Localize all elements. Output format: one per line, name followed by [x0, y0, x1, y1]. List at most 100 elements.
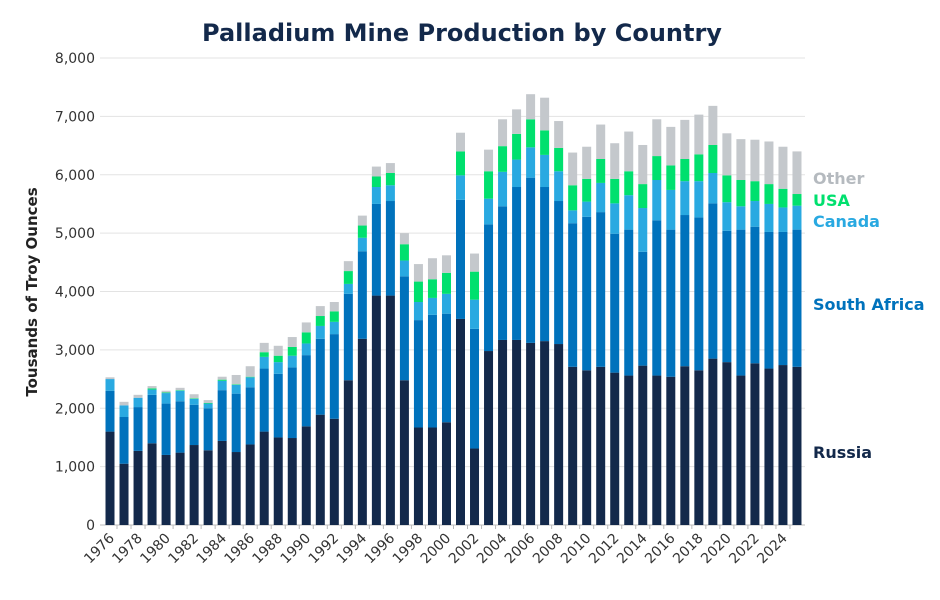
bar-segment-russia: [273, 437, 283, 525]
bar-segment-other: [175, 387, 185, 391]
x-tick-label: 2002: [446, 531, 483, 568]
bar-segment-usa: [259, 352, 269, 357]
bar-segment-south-africa: [498, 206, 508, 340]
bar-segment-canada: [526, 147, 536, 178]
bar-segment-other: [231, 374, 241, 385]
x-tick-label: 2008: [530, 531, 567, 568]
bar-segment-south-africa: [652, 220, 662, 376]
bar-segment-south-africa: [329, 334, 339, 419]
bar-segment-usa: [441, 272, 451, 294]
bar-segment-canada: [189, 398, 199, 405]
legend-label-south-africa: South Africa: [813, 295, 925, 314]
bar-segment-usa: [329, 311, 339, 322]
bar-segment-usa: [526, 119, 536, 148]
bar-segment-other: [652, 119, 662, 157]
bar-segment-other: [456, 132, 465, 152]
bar-segment-russia: [301, 426, 311, 525]
bar-segment-south-africa: [610, 233, 620, 373]
bar-segment-canada: [778, 207, 788, 232]
bar-segment-usa: [624, 171, 634, 196]
bar-segment-usa: [470, 271, 480, 300]
x-tick-label: 2012: [586, 531, 623, 568]
bar-segment-canada: [413, 302, 423, 321]
bar-segment-other: [624, 131, 634, 172]
x-tick-label: 2000: [418, 531, 455, 568]
bar-segment-russia: [343, 380, 353, 525]
bar-segment-canada: [231, 384, 241, 394]
bar-segment-other: [371, 166, 381, 177]
bar-segment-usa: [694, 154, 704, 182]
bar-segment-canada: [105, 379, 115, 391]
bar-segment-russia: [399, 380, 409, 525]
bar-segment-canada: [133, 397, 143, 408]
bar-segment-canada: [540, 154, 550, 188]
bar-segment-other: [484, 149, 494, 172]
bar-segment-south-africa: [750, 226, 760, 364]
x-tick-label: 2020: [698, 531, 735, 568]
bar-segment-south-africa: [385, 201, 395, 296]
bar-segment-other: [708, 105, 718, 145]
bar-segment-south-africa: [301, 355, 311, 427]
x-tick-label: 1986: [222, 530, 259, 567]
bar-segment-other: [694, 114, 704, 155]
bar-segment-other: [736, 139, 746, 181]
bar-segment-canada: [315, 325, 325, 339]
bar-segment-other: [441, 255, 451, 273]
bar-segment-canada: [441, 293, 451, 314]
bar-segment-canada: [259, 356, 269, 369]
bar-segment-canada: [792, 205, 802, 230]
bar-segment-usa: [385, 172, 395, 186]
x-tick-label: 1988: [250, 531, 287, 568]
bar-segment-other: [147, 386, 157, 389]
bar-segment-south-africa: [427, 314, 437, 428]
bar-segment-south-africa: [722, 230, 732, 363]
bar-segment-other: [245, 366, 255, 377]
bar-segment-russia: [764, 368, 774, 525]
bar-segment-usa: [512, 133, 522, 160]
bar-segment-other: [778, 146, 788, 189]
bar-segment-canada: [708, 172, 718, 204]
bar-segment-canada: [554, 171, 564, 202]
bar-segment-russia: [413, 427, 423, 525]
bar-segment-usa: [203, 402, 213, 404]
bar-segment-russia: [203, 450, 213, 525]
bar-segment-russia: [652, 375, 662, 525]
bar-segment-other: [526, 94, 536, 120]
bar-segment-russia: [161, 454, 171, 525]
bar-segment-canada: [470, 299, 480, 329]
bar-segment-usa: [231, 384, 241, 385]
bar-segment-other: [596, 124, 606, 159]
bar-segment-south-africa: [666, 229, 676, 377]
bar-segment-russia: [666, 376, 676, 525]
bar-segment-russia: [722, 362, 732, 525]
bar-segment-other: [119, 401, 129, 406]
bar-segment-usa: [456, 151, 465, 176]
bar-segment-usa: [371, 176, 381, 188]
bar-segment-other: [259, 342, 269, 353]
bar-segment-canada: [582, 201, 592, 217]
bar-segment-russia: [540, 341, 550, 525]
bar-segment-usa: [540, 130, 550, 155]
bar-segment-usa: [498, 146, 508, 172]
bar-segment-usa: [484, 171, 494, 199]
x-tick-label: 1982: [165, 531, 202, 568]
bar-segment-other: [203, 400, 213, 403]
bar-segment-russia: [512, 339, 522, 525]
y-tick-label: 3,000: [55, 343, 95, 359]
bar-segment-other: [133, 394, 143, 398]
bar-segment-canada: [203, 403, 213, 409]
bar-segment-usa: [596, 158, 606, 183]
x-tick-label: 1996: [362, 530, 399, 567]
bar-segment-south-africa: [484, 224, 494, 352]
bar-segment-other: [722, 133, 732, 176]
bar-segment-russia: [231, 452, 241, 525]
bars: [105, 94, 802, 525]
bar-segment-canada: [329, 321, 339, 335]
bar-segment-other: [680, 119, 690, 159]
x-tick-label: 2024: [754, 530, 791, 567]
bar-segment-russia: [329, 418, 339, 525]
bar-segment-south-africa: [399, 276, 409, 381]
x-tick-label: 2016: [642, 530, 679, 567]
x-tick-label: 1976: [81, 530, 118, 567]
